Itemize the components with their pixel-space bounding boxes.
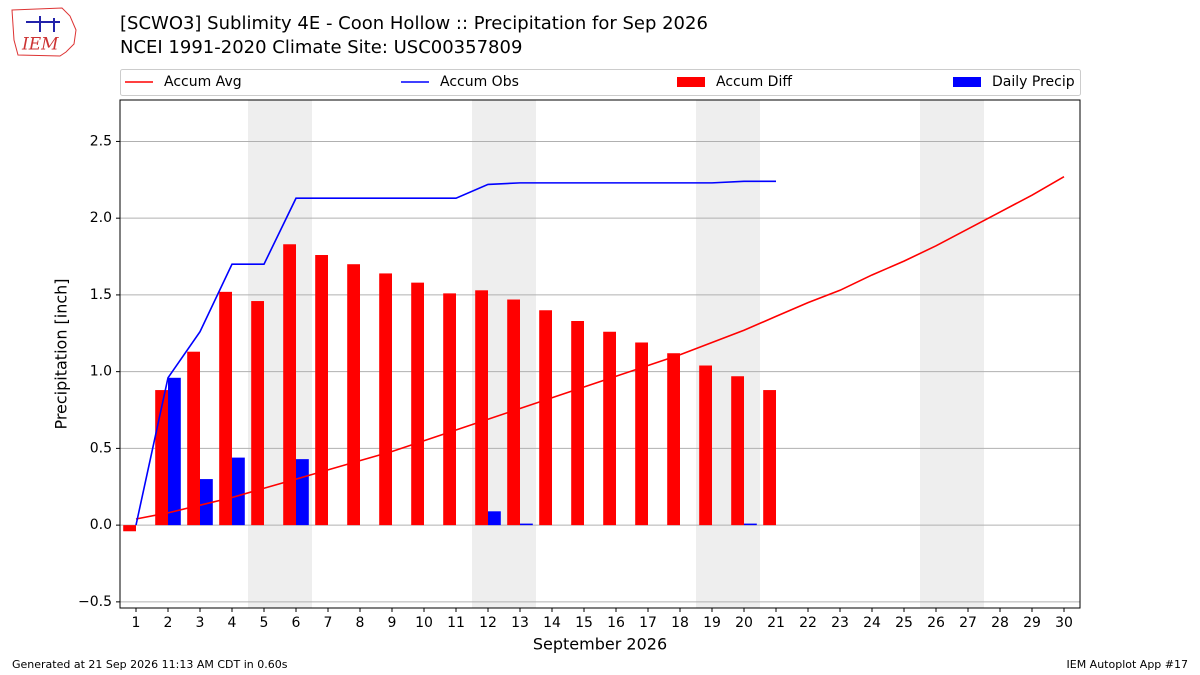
y-tick-label: 1.5	[90, 287, 112, 303]
bar	[520, 523, 533, 526]
bar	[475, 290, 488, 526]
x-tick-label: 8	[356, 615, 365, 631]
legend-swatch	[677, 77, 705, 87]
logo: IEM	[11, 7, 77, 57]
bar	[411, 282, 424, 526]
x-tick-label: 19	[703, 615, 721, 631]
bar	[232, 457, 245, 526]
legend-swatch	[953, 77, 981, 87]
y-axis-label: Precipitation [inch]	[52, 278, 71, 429]
weekend-shade	[696, 100, 760, 608]
x-tick-label: 2	[164, 615, 173, 631]
bar	[443, 293, 456, 526]
line	[135, 180, 776, 526]
x-tick-label: 11	[447, 615, 465, 631]
bar	[763, 390, 776, 526]
x-tick-label: 26	[927, 615, 945, 631]
bar	[251, 301, 264, 526]
bar	[731, 376, 744, 526]
x-tick-label: 3	[196, 615, 205, 631]
bar	[219, 291, 232, 526]
bar	[296, 459, 309, 526]
y-tick-label: 2.0	[90, 210, 112, 226]
bar	[488, 511, 501, 526]
x-tick-label: 10	[415, 615, 433, 631]
footer-left: Generated at 21 Sep 2026 11:13 AM CDT in…	[12, 658, 288, 671]
bar	[123, 525, 136, 532]
bar	[379, 273, 392, 526]
bar	[200, 479, 213, 526]
x-tick-label: 5	[260, 615, 269, 631]
chart-subtitle: NCEI 1991-2020 Climate Site: USC00357809	[120, 37, 522, 58]
bar	[187, 351, 200, 526]
logo-outline	[11, 7, 77, 57]
x-tick-label: 25	[895, 615, 913, 631]
legend-label: Accum Avg	[164, 74, 242, 90]
x-tick-label: 7	[324, 615, 333, 631]
x-tick-label: 15	[575, 615, 593, 631]
x-axis-label: September 2026	[533, 635, 667, 654]
x-tick-label: 16	[607, 615, 625, 631]
bar	[699, 365, 712, 526]
y-tick-label: 2.5	[90, 133, 112, 149]
x-tick-label: 4	[228, 615, 237, 631]
logo-icon	[26, 16, 60, 32]
bar	[539, 310, 552, 526]
x-tick-label: 14	[543, 615, 561, 631]
y-tick-label: 0.5	[90, 440, 112, 456]
x-tick-label: 13	[511, 615, 529, 631]
legend-label: Accum Diff	[716, 74, 792, 90]
bar	[667, 353, 680, 526]
logo-text: IEM	[21, 35, 59, 55]
x-tick-label: 18	[671, 615, 689, 631]
x-tick-label: 24	[863, 615, 881, 631]
bar	[507, 299, 520, 526]
bar	[635, 342, 648, 526]
x-tick-label: 21	[767, 615, 785, 631]
y-tick-label: 0.0	[90, 517, 112, 533]
bar	[315, 255, 328, 526]
x-tick-label: 9	[388, 615, 397, 631]
x-tick-label: 30	[1055, 615, 1073, 631]
legend-label: Accum Obs	[440, 74, 519, 90]
plot-frame	[119, 99, 1081, 609]
x-tick-label: 1	[132, 615, 141, 631]
x-tick-label: 23	[831, 615, 849, 631]
footer-right: IEM Autoplot App #17	[1067, 658, 1189, 671]
x-tick-label: 22	[799, 615, 817, 631]
x-tick-label: 28	[991, 615, 1009, 631]
legend-label: Daily Precip	[992, 74, 1075, 90]
bar	[571, 321, 584, 526]
weekend-shade	[920, 100, 984, 608]
bar	[168, 377, 181, 526]
bar	[744, 523, 757, 526]
line	[135, 176, 1065, 520]
x-tick-label: 6	[292, 615, 301, 631]
bar	[347, 264, 360, 526]
x-tick-label: 12	[479, 615, 497, 631]
chart-title: [SCWO3] Sublimity 4E - Coon Hollow :: Pr…	[120, 13, 708, 34]
bar	[283, 244, 296, 526]
x-tick-label: 29	[1023, 615, 1041, 631]
x-tick-label: 27	[959, 615, 977, 631]
bar	[603, 331, 616, 526]
x-tick-label: 20	[735, 615, 753, 631]
plot-area	[120, 100, 1080, 608]
legend	[120, 69, 1081, 96]
y-tick-label: 1.0	[90, 364, 112, 380]
x-tick-label: 17	[639, 615, 657, 631]
y-tick-label: −0.5	[78, 594, 112, 610]
